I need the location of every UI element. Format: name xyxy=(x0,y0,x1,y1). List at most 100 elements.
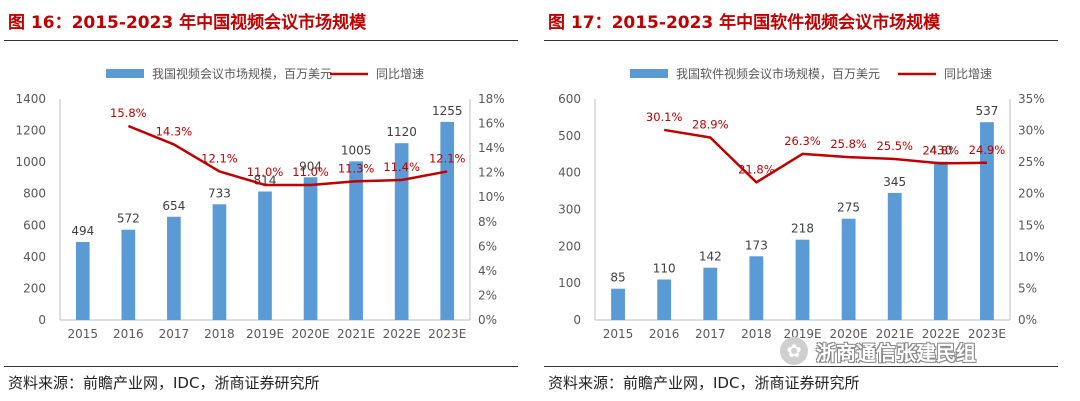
y-right-tick-label: 15% xyxy=(1018,218,1045,232)
y-right-tick-label: 10% xyxy=(478,190,505,204)
x-tick-label: 2020E xyxy=(830,327,868,341)
growth-value-label: 12.1% xyxy=(201,151,238,165)
market-size-chart: 我国视频会议市场规模，百万美元 同比增速 0 200 400 600 800 1000 1200… xyxy=(15,66,505,341)
growth-value-label: 15.8% xyxy=(110,106,147,120)
growth-value-label: 11.0% xyxy=(292,165,329,179)
y-right-tick-label: 35% xyxy=(1018,92,1045,106)
bar-value-label: 572 xyxy=(117,212,140,226)
y-left-tick-label: 100 xyxy=(558,276,581,290)
growth-value-label: 12.1% xyxy=(429,151,466,165)
y-left-tick-label: 600 xyxy=(23,218,46,232)
growth-value-label: 21.8% xyxy=(738,162,775,176)
title-rule xyxy=(4,40,518,41)
growth-value-label: 11.4% xyxy=(383,160,420,174)
bar-value-label: 1120 xyxy=(386,125,417,139)
source-note: 资料来源：前瞻产业网，IDC，浙商证券研究所 xyxy=(8,374,320,392)
x-tick-label: 2018 xyxy=(204,327,235,341)
y-left-tick-label: 400 xyxy=(23,250,46,264)
y-right-tick-label: 30% xyxy=(1018,124,1045,138)
y-right-tick-label: 10% xyxy=(1018,250,1045,264)
legend-bar-swatch xyxy=(630,69,668,78)
growth-value-label: 24.9% xyxy=(969,143,1006,157)
chart-title: 图 17：2015-2023 年中国软件视频会议市场规模 xyxy=(548,13,941,33)
bar-value-label: 218 xyxy=(791,222,814,236)
y-left-tick-label: 400 xyxy=(558,166,581,180)
y-right-tick-label: 5% xyxy=(1018,281,1037,295)
y-left-tick-label: 500 xyxy=(558,129,581,143)
y-left-tick-label: 0 xyxy=(38,313,46,327)
growth-value-label: 25.8% xyxy=(830,137,867,151)
bar xyxy=(75,242,90,320)
bar-value-label: 1005 xyxy=(341,143,372,157)
y-right-tick-label: 18% xyxy=(478,92,505,106)
y-left-tick-label: 1200 xyxy=(15,124,46,138)
bar xyxy=(841,218,856,320)
x-tick-label: 2021E xyxy=(337,327,375,341)
y-left-tick-label: 0 xyxy=(573,313,581,327)
x-tick-label: 2017 xyxy=(159,327,190,341)
x-tick-label: 2015 xyxy=(603,327,634,341)
bar xyxy=(657,279,672,320)
y-right-tick-label: 25% xyxy=(1018,155,1045,169)
bar-value-label: 85 xyxy=(610,271,625,285)
bar xyxy=(980,122,994,320)
watermark-text: 浙商通信张建民组 xyxy=(816,340,976,365)
legend-bar-label: 我国视频会议市场规模，百万美元 xyxy=(152,66,332,81)
bar xyxy=(349,161,363,320)
growth-value-label: 30.1% xyxy=(646,110,683,124)
growth-value-label: 11.0% xyxy=(247,165,284,179)
bar-value-label: 494 xyxy=(71,224,94,238)
y-left-tick-label: 200 xyxy=(558,239,581,253)
legend-bar-swatch xyxy=(106,69,144,78)
growth-line xyxy=(663,128,987,184)
chart-panel-left: 图 16：2015-2023 年中国视频会议市场规模 我国视频会议市场规模，百万… xyxy=(0,0,525,401)
growth-line xyxy=(127,124,448,187)
growth-value-label: 24.8% xyxy=(923,143,960,157)
y-right-tick-label: 8% xyxy=(478,215,497,229)
bar-value-label: 537 xyxy=(975,104,998,118)
x-tick-label: 2021E xyxy=(876,327,914,341)
x-tick-label: 2022E xyxy=(922,327,960,341)
bar-value-label: 142 xyxy=(699,250,722,264)
x-tick-label: 2022E xyxy=(383,327,421,341)
y-right-tick-label: 14% xyxy=(478,141,505,155)
bar xyxy=(394,143,409,320)
bar xyxy=(703,267,718,320)
bar xyxy=(795,239,810,320)
y-left-tick-label: 1000 xyxy=(15,155,46,169)
y-right-tick-label: 16% xyxy=(478,117,505,131)
bar xyxy=(933,161,948,320)
x-tick-label: 2015 xyxy=(68,327,99,341)
y-left-tick-label: 200 xyxy=(23,281,46,295)
growth-value-label: 11.3% xyxy=(338,161,375,175)
chart-panel-right: 图 17：2015-2023 年中国软件视频会议市场规模 我国软件视频会议市场规… xyxy=(540,0,1065,401)
bar-value-label: 904 xyxy=(299,159,322,173)
legend-line-label: 同比增速 xyxy=(944,67,992,81)
bar xyxy=(611,288,625,320)
bar xyxy=(167,216,181,320)
y-right-tick-label: 0% xyxy=(478,313,497,327)
bar-value-label: 275 xyxy=(837,201,860,215)
source-rule xyxy=(4,366,518,367)
y-right-tick-label: 20% xyxy=(1018,187,1045,201)
y-right-tick-label: 0% xyxy=(1018,313,1037,327)
growth-value-label: 26.3% xyxy=(784,134,821,148)
bar xyxy=(749,256,764,320)
watermark: ✿ 浙商通信张建民组 xyxy=(780,336,1076,366)
x-tick-label: 2017 xyxy=(695,327,726,341)
y-right-tick-label: 2% xyxy=(478,288,497,302)
x-tick-label: 2023E xyxy=(428,327,466,341)
bar xyxy=(887,192,902,320)
source-note: 资料来源：前瞻产业网，IDC，浙商证券研究所 xyxy=(548,374,860,392)
bar-value-label: 733 xyxy=(208,186,231,200)
growth-value-label: 28.9% xyxy=(692,118,729,132)
software-market-size-chart: 我国软件视频会议市场规模，百万美元 同比增速 0 100 200 300 400 500 600… xyxy=(558,66,1045,341)
bar-value-label: 110 xyxy=(653,261,676,275)
x-tick-label: 2016 xyxy=(649,327,680,341)
bar-value-label: 173 xyxy=(745,238,768,252)
y-left-tick-label: 300 xyxy=(558,203,581,217)
bar-value-label: 345 xyxy=(883,175,906,189)
x-tick-label: 2020E xyxy=(291,327,329,341)
source-rule xyxy=(544,366,1058,367)
x-tick-label: 2023E xyxy=(968,327,1006,341)
